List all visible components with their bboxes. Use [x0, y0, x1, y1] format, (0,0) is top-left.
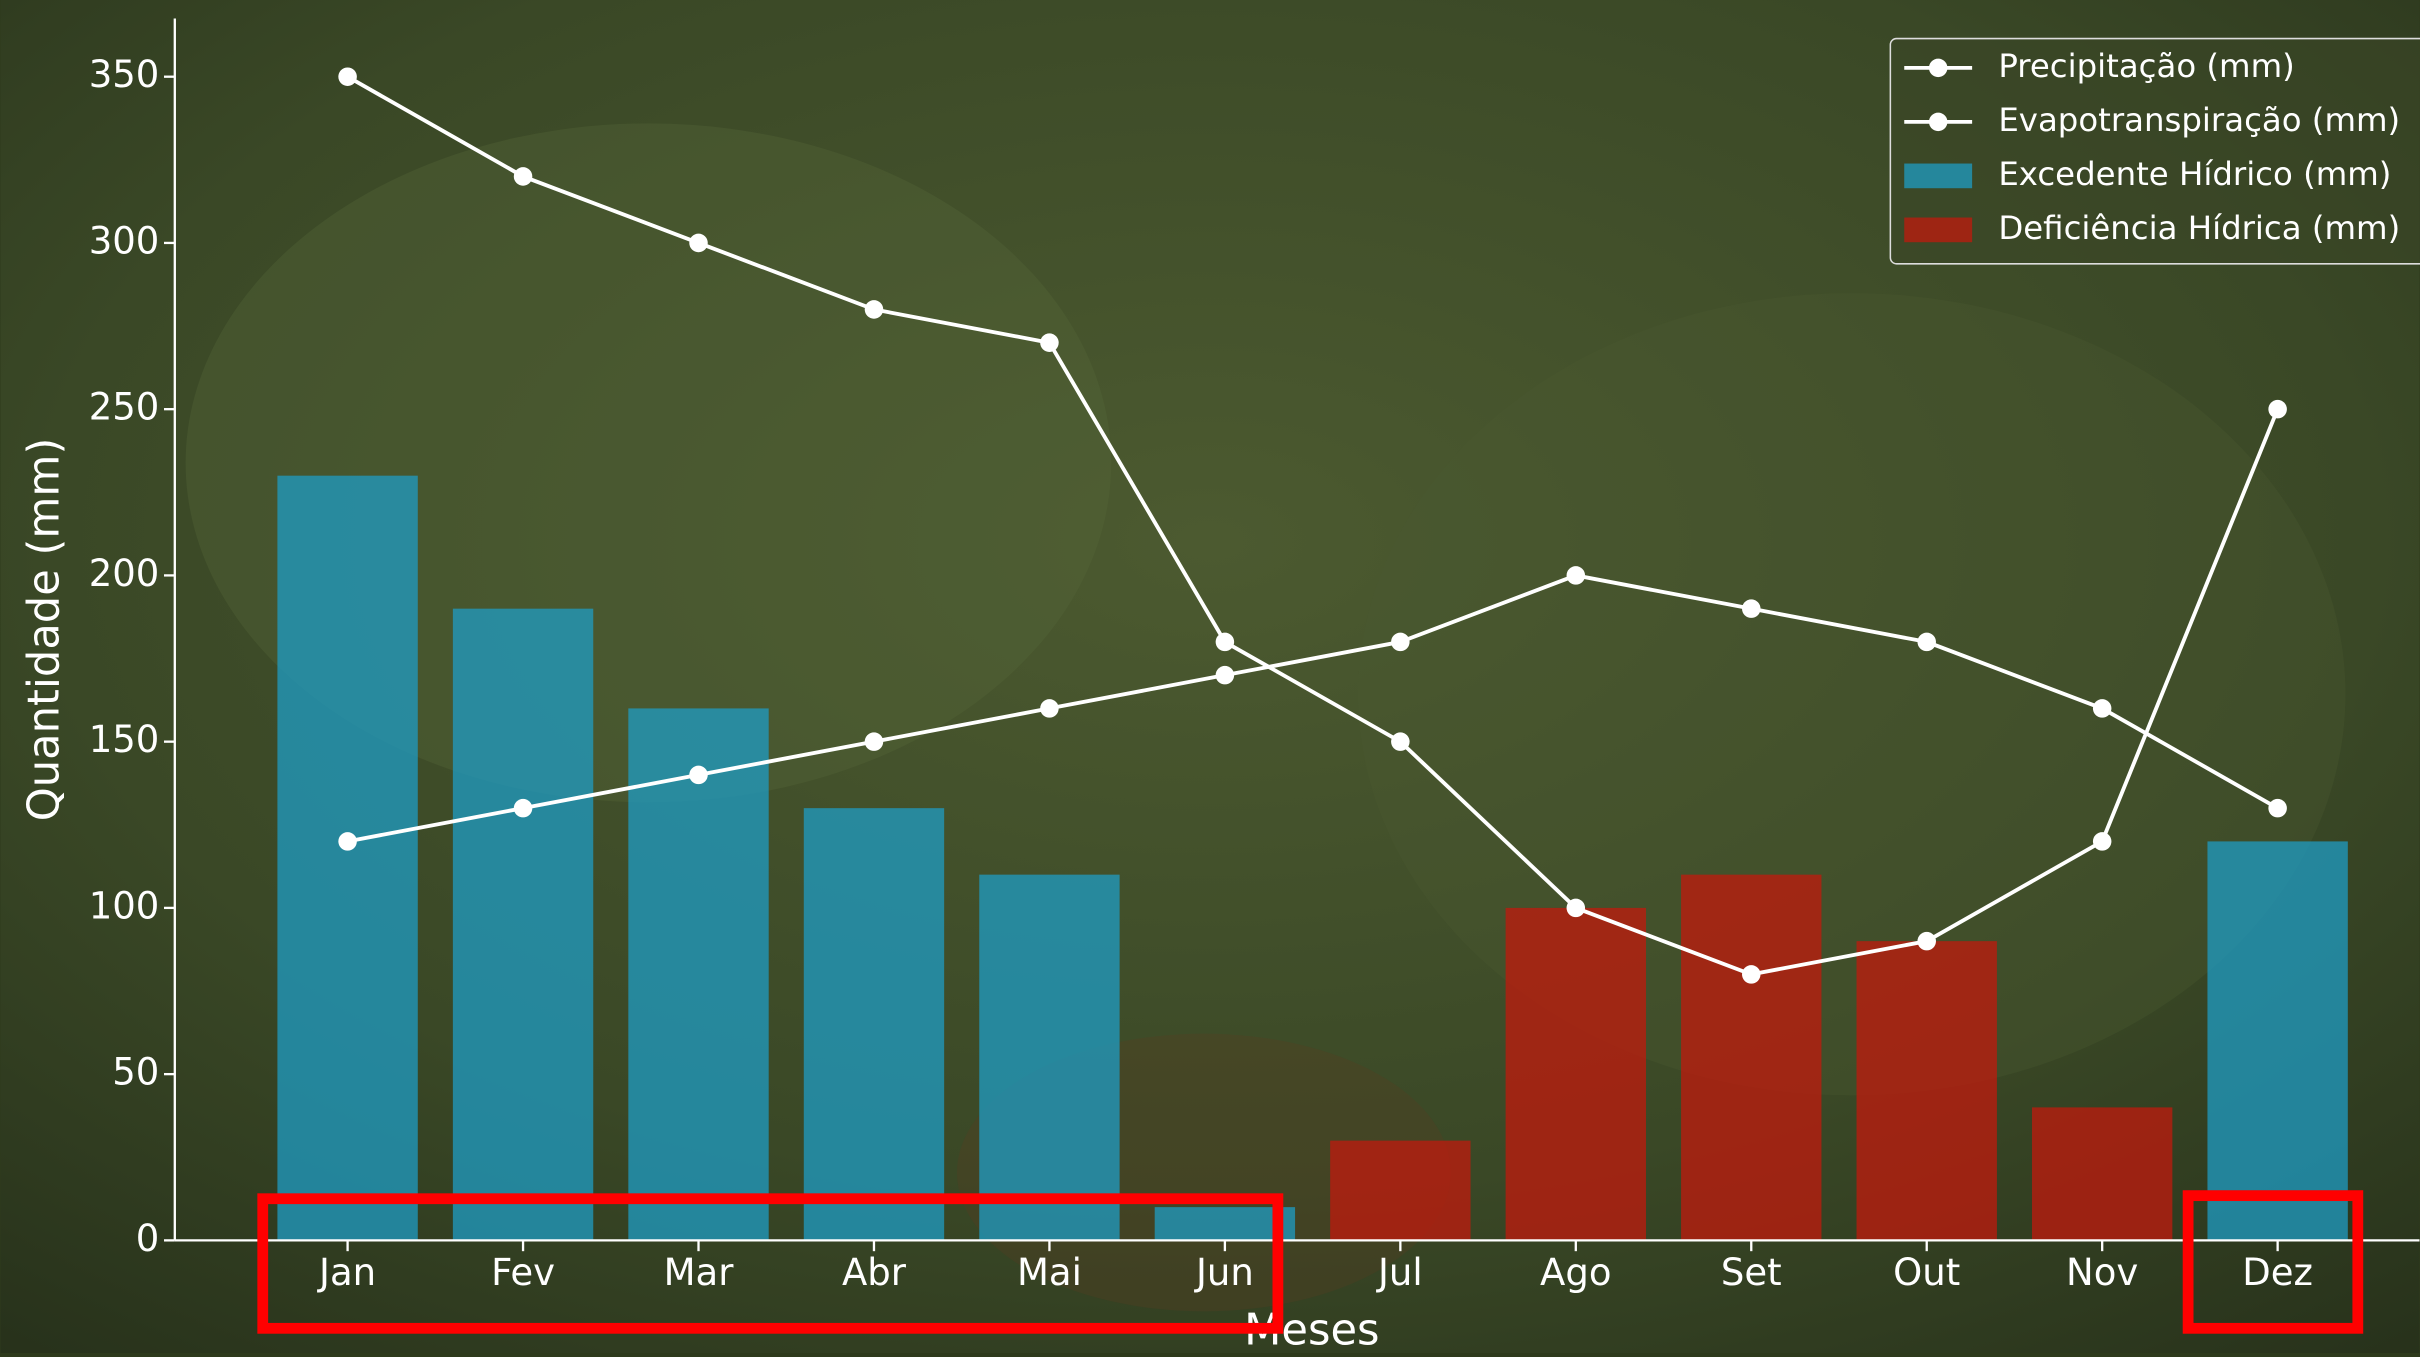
- x-tick-label: Abr: [842, 1251, 907, 1294]
- point: [1215, 632, 1235, 652]
- legend-label: Deficiência Hídrica (mm): [1998, 209, 2400, 247]
- point: [513, 167, 533, 186]
- point: [1566, 566, 1586, 585]
- x-tick-label: Mai: [1017, 1251, 1082, 1294]
- legend-label: Excedente Hídrico (mm): [1998, 155, 2391, 193]
- point: [2268, 399, 2287, 419]
- legend-marker: [1928, 58, 1948, 78]
- point: [1040, 333, 1059, 352]
- line: [347, 573, 2279, 844]
- point: [338, 832, 357, 851]
- y-tick-label: 200: [89, 552, 160, 595]
- point: [1215, 665, 1235, 685]
- point: [1742, 599, 1761, 618]
- legend-marker: [1928, 112, 1948, 132]
- point: [338, 67, 357, 86]
- bar: [628, 708, 769, 1241]
- background-foliage: [1358, 293, 2346, 1096]
- bar: [277, 475, 418, 1241]
- x-tick-label: Set: [1721, 1251, 1782, 1294]
- x-tick-label: Out: [1893, 1251, 1960, 1294]
- point: [2092, 832, 2112, 851]
- bar: [1505, 907, 1646, 1241]
- x-tick-label: Dez: [2242, 1251, 2313, 1294]
- point: [864, 732, 884, 751]
- point: [1742, 965, 1761, 984]
- y-tick-label: 0: [136, 1217, 160, 1260]
- point: [1917, 632, 1936, 652]
- bar: [1681, 874, 1822, 1241]
- plot-area: [277, 67, 2348, 1241]
- point: [2092, 699, 2112, 718]
- legend-label: Evapotranspiração (mm): [1998, 101, 2400, 139]
- point: [1391, 632, 1410, 652]
- y-tick-label: 250: [89, 386, 160, 429]
- point: [689, 765, 708, 785]
- bar: [1330, 1140, 1471, 1241]
- line: [346, 75, 2280, 977]
- x-tick-label: Fev: [491, 1251, 555, 1294]
- y-tick-label: 100: [89, 884, 160, 927]
- point: [2268, 798, 2287, 818]
- bar: [1856, 941, 1997, 1241]
- legend-swatch: [1904, 217, 1973, 243]
- point: [513, 798, 533, 818]
- x-tick-label: Jan: [317, 1251, 376, 1294]
- x-tick-label: Jun: [1194, 1251, 1254, 1294]
- bar: [803, 808, 945, 1241]
- highlight-box: [2182, 1190, 2364, 1334]
- point: [1391, 732, 1410, 751]
- x-tick-label: Jul: [1376, 1251, 1423, 1294]
- point: [1917, 931, 1936, 951]
- legend-swatch: [1904, 163, 1973, 189]
- y-tick-label: 300: [89, 219, 160, 262]
- point: [689, 233, 708, 253]
- y-tick-label: 50: [112, 1051, 159, 1094]
- highlight-box: [257, 1193, 1284, 1334]
- point: [864, 300, 884, 319]
- point: [1040, 699, 1059, 718]
- legend-label: Precipitação (mm): [1998, 47, 2294, 85]
- x-tick-label: Nov: [2066, 1251, 2138, 1294]
- x-tick-label: Mar: [664, 1251, 735, 1294]
- bar: [452, 608, 594, 1241]
- point: [1566, 898, 1586, 918]
- x-tick-label: Ago: [1540, 1251, 1611, 1294]
- y-axis-label: Quantidade (mm): [19, 438, 69, 822]
- bar: [2207, 841, 2348, 1241]
- y-tick-label: 350: [89, 53, 160, 96]
- bar: [2031, 1107, 2173, 1241]
- y-tick-label: 150: [89, 718, 160, 761]
- bar: [979, 874, 1120, 1241]
- bar: [1154, 1207, 1296, 1241]
- legend-frame: [1889, 37, 2420, 265]
- legend: Precipitação (mm) Evapotranspiração (mm) E…: [1889, 37, 2420, 265]
